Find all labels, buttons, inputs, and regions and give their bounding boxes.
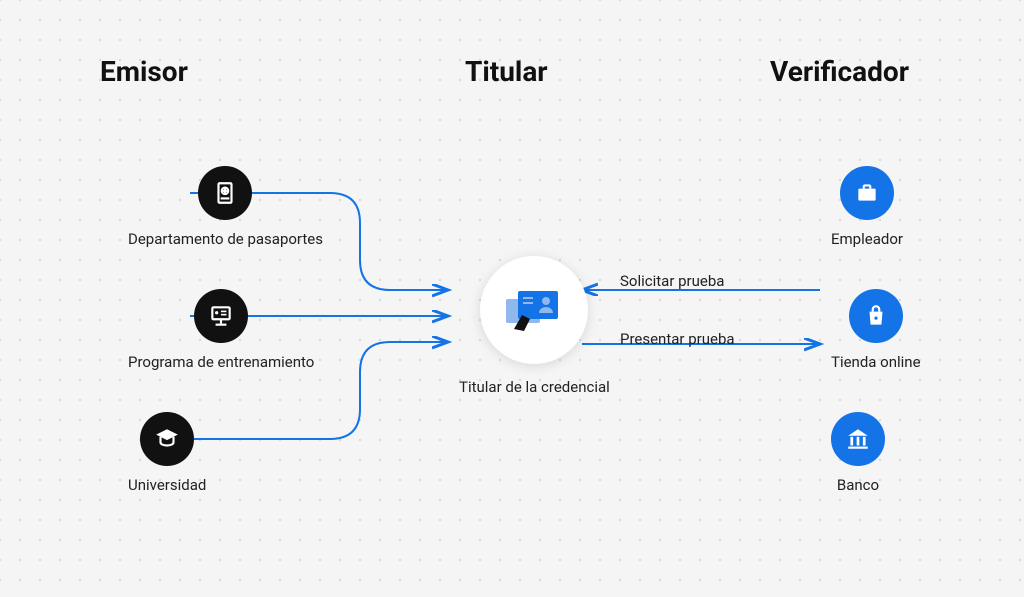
node-passport: Departamento de pasaportes bbox=[128, 166, 323, 248]
node-label: Programa de entrenamiento bbox=[128, 353, 314, 371]
idcard-icon bbox=[480, 256, 588, 364]
column-header-issuer: Emisor bbox=[100, 55, 188, 88]
shopbag-icon bbox=[849, 289, 903, 343]
node-label: Departamento de pasaportes bbox=[128, 230, 323, 248]
column-header-holder: Titular bbox=[465, 55, 548, 88]
node-training: Programa de entrenamiento bbox=[128, 289, 314, 371]
node-university: Universidad bbox=[128, 412, 206, 494]
edge-label-request: Solicitar prueba bbox=[620, 272, 724, 290]
edge-label-present: Presentar prueba bbox=[620, 330, 735, 348]
node-label: Universidad bbox=[128, 476, 206, 494]
node-label: Banco bbox=[837, 476, 879, 494]
gradcap-icon bbox=[140, 412, 194, 466]
node-store: Tienda online bbox=[831, 289, 921, 371]
bank-icon bbox=[831, 412, 885, 466]
node-label: Tienda online bbox=[831, 353, 921, 371]
node-label: Empleador bbox=[831, 230, 903, 248]
node-label: Titular de la credencial bbox=[459, 378, 610, 396]
briefcase-icon bbox=[840, 166, 894, 220]
node-bank: Banco bbox=[831, 412, 885, 494]
passport-icon bbox=[198, 166, 252, 220]
chalkboard-icon bbox=[194, 289, 248, 343]
node-holder: Titular de la credencial bbox=[459, 256, 610, 396]
node-employer: Empleador bbox=[831, 166, 903, 248]
column-header-verifier: Verificador bbox=[770, 55, 909, 88]
